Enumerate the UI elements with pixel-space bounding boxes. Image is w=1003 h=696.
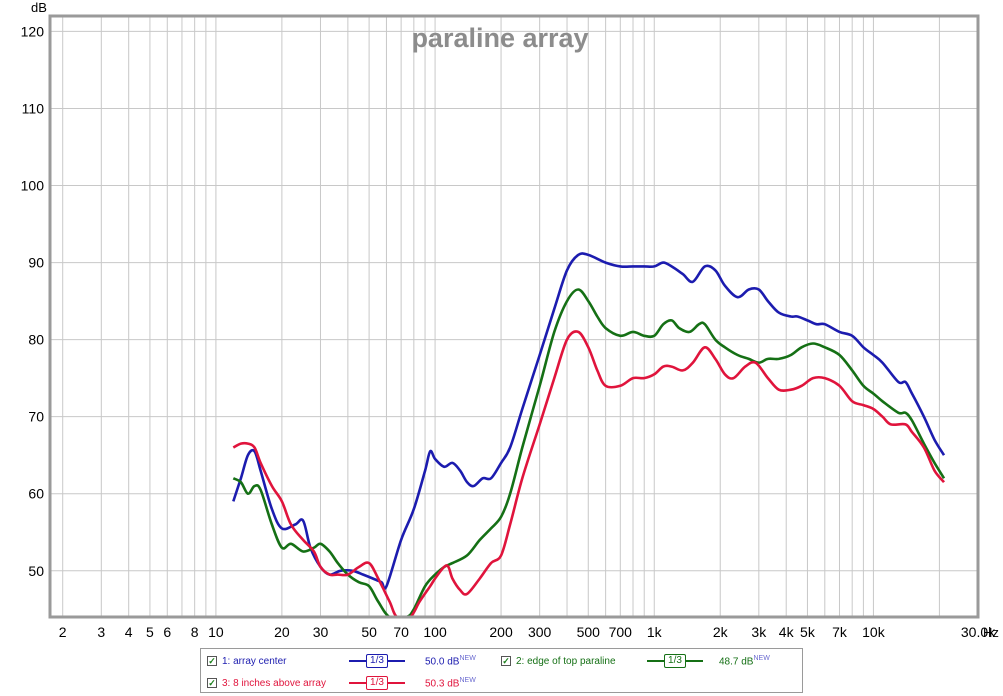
x-tick-label: 3 xyxy=(97,624,105,640)
level-value: 50.0 dB xyxy=(425,656,460,668)
y-tick-label: 120 xyxy=(21,23,45,39)
chart-title: paraline array xyxy=(411,23,588,53)
x-tick-label: 6 xyxy=(163,624,171,640)
y-axis-ticks: 50 60 70 80 90 100 110 120 xyxy=(21,23,45,578)
x-tick-label: 5k xyxy=(800,624,816,640)
x-tick-label: 50 xyxy=(361,624,377,640)
level-value: 48.7 dB xyxy=(719,656,754,668)
x-axis-ticks: 2 3 4 5 6 8 10 20 30 50 70 100 200 300 500 700 1k 2k 3k 4k 5… xyxy=(59,624,996,640)
x-axis-unit: Hz xyxy=(983,625,999,640)
y-tick-label: 90 xyxy=(28,255,44,271)
x-tick-label: 7k xyxy=(832,624,848,640)
y-tick-label: 100 xyxy=(21,178,45,194)
series-curves xyxy=(232,252,946,617)
x-tick-label: 300 xyxy=(528,624,552,640)
y-tick-label: 80 xyxy=(28,332,44,348)
y-tick-label: 70 xyxy=(28,409,44,425)
checkbox-icon[interactable]: ✓ xyxy=(207,656,217,666)
checkbox-icon[interactable]: ✓ xyxy=(207,678,217,688)
smoothing-label: 1/3 xyxy=(664,654,686,668)
x-tick-label: 4k xyxy=(779,624,795,640)
new-badge: NEW xyxy=(753,655,770,662)
smoothing-control-3[interactable]: 1/3 xyxy=(349,675,405,691)
new-badge: NEW xyxy=(459,677,476,684)
new-badge: NEW xyxy=(459,655,476,662)
x-tick-label: 20 xyxy=(274,624,290,640)
y-tick-label: 50 xyxy=(28,563,44,579)
legend-label: 2: edge of top paraline xyxy=(516,655,616,667)
checkbox-icon[interactable]: ✓ xyxy=(501,656,511,666)
x-tick-label: 8 xyxy=(191,624,199,640)
x-tick-label: 700 xyxy=(609,624,633,640)
smoothing-label: 1/3 xyxy=(366,654,388,668)
legend-label: 3: 8 inches above array xyxy=(222,677,326,689)
y-tick-label: 60 xyxy=(28,486,44,502)
x-tick-label: 4 xyxy=(125,624,133,640)
series-line-2 xyxy=(232,288,946,617)
x-tick-label: 2 xyxy=(59,624,67,640)
x-tick-label: 2k xyxy=(713,624,729,640)
level-value: 50.3 dB xyxy=(425,678,460,690)
legend: ✓ 1: array center 1/3 50.0 dBNEW ✓ 2: ed… xyxy=(200,648,803,693)
level-readout-1: 50.0 dBNEW xyxy=(425,655,476,667)
x-tick-label: 70 xyxy=(393,624,409,640)
series-line-3 xyxy=(232,330,946,617)
x-tick-label: 500 xyxy=(577,624,601,640)
series-line-1 xyxy=(232,252,946,591)
smoothing-control-2[interactable]: 1/3 xyxy=(647,653,703,669)
x-tick-label: 100 xyxy=(423,624,447,640)
legend-item-8-inches-above-array[interactable]: ✓ 3: 8 inches above array xyxy=(207,673,326,693)
plot-frame xyxy=(48,14,980,619)
x-tick-label: 30.0k xyxy=(961,624,996,640)
x-tick-label: 5 xyxy=(146,624,154,640)
y-tick-label: 110 xyxy=(22,100,45,116)
smoothing-control-1[interactable]: 1/3 xyxy=(349,653,405,669)
x-tick-label: 30 xyxy=(313,624,329,640)
level-readout-2: 48.7 dBNEW xyxy=(719,655,770,667)
x-tick-label: 1k xyxy=(647,624,663,640)
x-tick-label: 10k xyxy=(862,624,886,640)
smoothing-label: 1/3 xyxy=(366,676,388,690)
level-readout-3: 50.3 dBNEW xyxy=(425,677,476,689)
grid-lines xyxy=(50,16,979,617)
legend-label: 1: array center xyxy=(222,655,287,667)
x-tick-label: 10 xyxy=(208,624,224,640)
y-axis-unit: dB xyxy=(31,0,47,15)
x-tick-label: 200 xyxy=(489,624,513,640)
x-tick-label: 3k xyxy=(751,624,767,640)
legend-item-array-center[interactable]: ✓ 1: array center xyxy=(207,651,286,671)
legend-item-edge-of-top-paraline[interactable]: ✓ 2: edge of top paraline xyxy=(501,651,616,671)
